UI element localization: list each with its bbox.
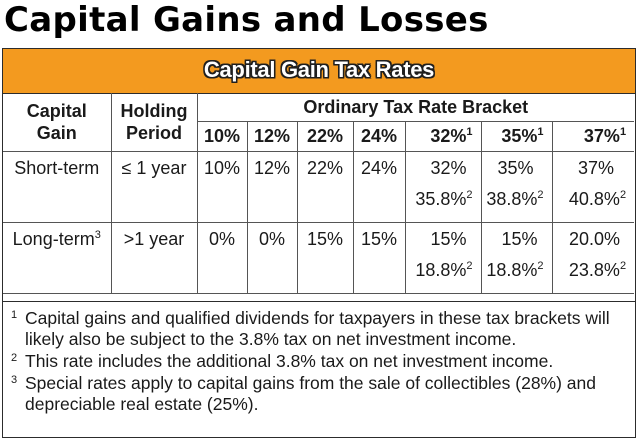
row-holding-period: >1 year bbox=[110, 222, 198, 294]
bracket-header: 10% bbox=[197, 121, 248, 152]
footnote: 1 Capital gains and qualified dividends … bbox=[11, 308, 627, 350]
niit-rate-value: 18.8% bbox=[486, 260, 538, 280]
footnotes: 1 Capital gains and qualified dividends … bbox=[3, 301, 635, 437]
rate-value: 15% bbox=[430, 229, 467, 249]
rate-value: 35% bbox=[497, 158, 534, 178]
rate-cell: 12% bbox=[246, 151, 298, 223]
rate-with-niit: 18.8%2 bbox=[406, 260, 473, 281]
niit-rate-value: 18.8% bbox=[415, 260, 467, 280]
rate-cell: 15% 18.8%2 bbox=[404, 222, 482, 294]
bracket-header: 37%1 bbox=[551, 121, 635, 152]
bracket-header: 35%1 bbox=[480, 121, 553, 152]
niit-rate-value: 23.8% bbox=[568, 260, 620, 280]
bracket-label: 35% bbox=[501, 126, 538, 146]
page-title: Capital Gains and Losses bbox=[4, 0, 489, 40]
bracket-label: 10% bbox=[203, 126, 241, 146]
rate-value: 15% bbox=[501, 229, 538, 249]
rate-with-niit: 40.8%2 bbox=[553, 189, 627, 210]
row-holding-period: ≤ 1 year bbox=[110, 151, 198, 223]
rate-value: 37% bbox=[578, 158, 615, 178]
footnote-mark: 2 bbox=[619, 260, 627, 272]
rate-cell: 15% 18.8%2 bbox=[480, 222, 553, 294]
niit-rate-value: 35.8% bbox=[415, 189, 467, 209]
capital-gain-rates-table: Capital Gain Holding Period Ordinary Tax… bbox=[3, 93, 635, 294]
rate-with-niit: 38.8%2 bbox=[482, 189, 544, 210]
rate-cell: 35% 38.8%2 bbox=[480, 151, 553, 223]
header-holding-period: Holding Period bbox=[110, 93, 198, 152]
footnote-mark: 2 bbox=[537, 260, 544, 272]
footnote-mark: 1 bbox=[466, 126, 473, 138]
footnote-mark: 2 bbox=[537, 189, 544, 201]
footnote: 2 This rate includes the additional 3.8%… bbox=[11, 351, 627, 372]
rate-cell: 24% bbox=[352, 151, 406, 223]
banner-title: Capital Gain Tax Rates bbox=[203, 57, 435, 82]
rate-with-niit: 23.8%2 bbox=[553, 260, 627, 281]
niit-rate-value: 40.8% bbox=[568, 189, 620, 209]
gain-type-label: Short-term bbox=[14, 158, 100, 178]
header-bracket-group: Ordinary Tax Rate Bracket bbox=[196, 93, 635, 122]
footnote-text: Capital gains and qualified dividends fo… bbox=[25, 308, 610, 349]
bracket-header: 12% bbox=[246, 121, 298, 152]
rate-cell: 22% bbox=[296, 151, 354, 223]
footnote-mark: 1 bbox=[537, 126, 544, 138]
bracket-header: 22% bbox=[296, 121, 354, 152]
bracket-header: 32%1 bbox=[404, 121, 482, 152]
bracket-label: 12% bbox=[253, 126, 291, 146]
rate-cell: 32% 35.8%2 bbox=[404, 151, 482, 223]
footnote-number: 2 bbox=[11, 352, 18, 364]
row-gain-type: Short-term bbox=[3, 151, 112, 223]
footnote-mark: 2 bbox=[619, 189, 627, 201]
rate-with-niit: 18.8%2 bbox=[482, 260, 544, 281]
rate-value: 20.0% bbox=[569, 229, 621, 249]
rate-cell: 20.0% 23.8%2 bbox=[551, 222, 635, 294]
rate-value: 32% bbox=[430, 158, 467, 178]
header-capital-gain-label: Capital Gain bbox=[26, 101, 87, 143]
bracket-label: 22% bbox=[306, 126, 344, 146]
rate-cell: 0% bbox=[246, 222, 298, 294]
gain-type-label: Long-term bbox=[12, 229, 95, 249]
footnote-mark: 3 bbox=[94, 229, 101, 241]
table-banner: Capital Gain Tax Rates bbox=[3, 49, 635, 94]
footnote-mark: 1 bbox=[619, 126, 627, 138]
footnote-number: 3 bbox=[11, 374, 18, 386]
footnote-text: This rate includes the additional 3.8% t… bbox=[25, 351, 554, 371]
rate-cell: 10% bbox=[196, 151, 248, 223]
table-row: Long-term3 >1 year 0% 0% 15% 15% 15% 18.… bbox=[3, 222, 635, 294]
header-capital-gain: Capital Gain bbox=[3, 93, 112, 152]
footnote-number: 1 bbox=[11, 309, 18, 321]
tax-rates-panel: Capital Gain Tax Rates Capital Gain Hold… bbox=[2, 48, 636, 438]
table-row: Short-term ≤ 1 year 10% 12% 22% 24% 32% … bbox=[3, 151, 635, 223]
rate-cell: 15% bbox=[352, 222, 406, 294]
header-holding-period-label: Holding Period bbox=[120, 101, 188, 143]
row-gain-type: Long-term3 bbox=[3, 222, 112, 294]
rate-with-niit: 35.8%2 bbox=[406, 189, 473, 210]
bracket-label: 24% bbox=[360, 126, 398, 146]
niit-rate-value: 38.8% bbox=[486, 189, 538, 209]
rate-cell: 37% 40.8%2 bbox=[551, 151, 635, 223]
rate-cell: 0% bbox=[196, 222, 248, 294]
bracket-header: 24% bbox=[352, 121, 406, 152]
footnote-mark: 2 bbox=[466, 189, 473, 201]
footnote: 3 Special rates apply to capital gains f… bbox=[11, 373, 627, 415]
footnote-text: Special rates apply to capital gains fro… bbox=[25, 373, 596, 414]
footnote-mark: 2 bbox=[466, 260, 473, 272]
bracket-label: 37% bbox=[583, 126, 620, 146]
bracket-label: 32% bbox=[430, 126, 467, 146]
rate-cell: 15% bbox=[296, 222, 354, 294]
